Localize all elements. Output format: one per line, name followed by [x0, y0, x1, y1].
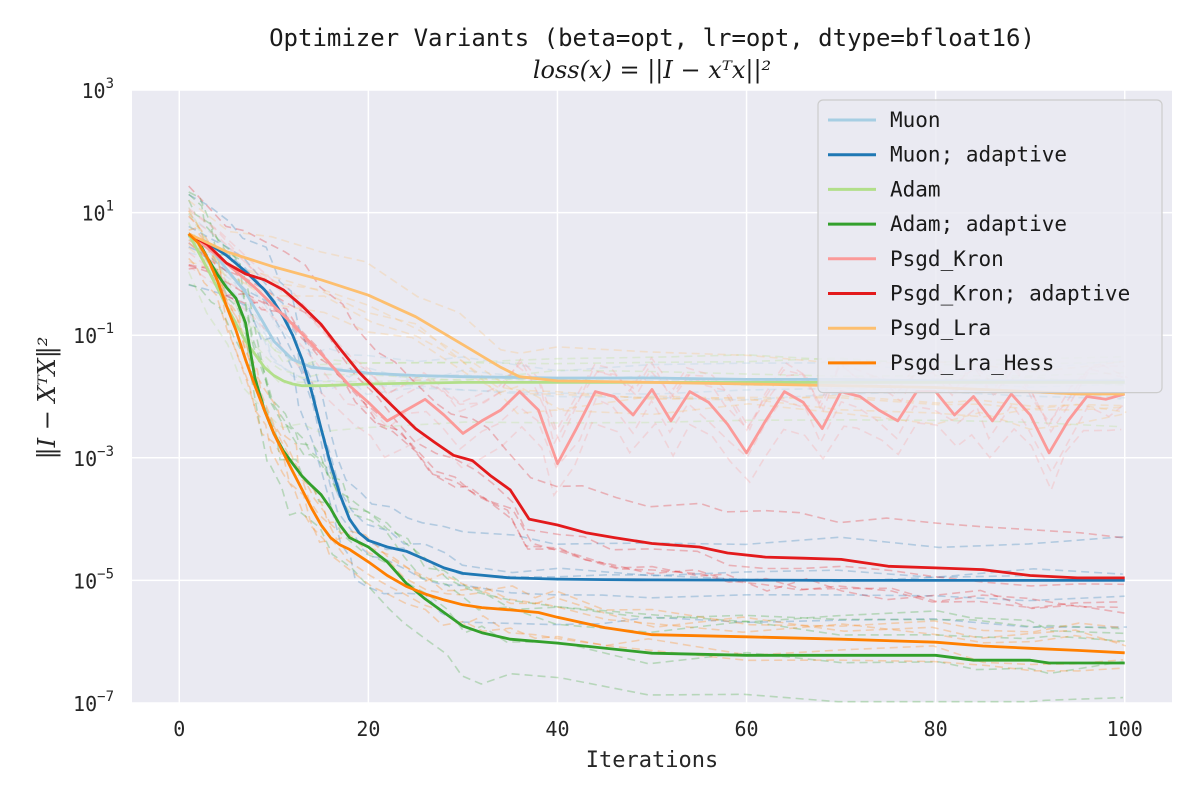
legend-box — [817, 99, 1163, 394]
trial-trace — [188, 234, 1124, 675]
legend: Muon Muon; adaptive Adam Adam; adaptive Psgd… — [817, 99, 1163, 394]
y-tick-label: 10−7 — [73, 689, 114, 716]
trial-trace — [188, 263, 1122, 609]
x-tick-label: 100 — [1107, 717, 1143, 741]
trial-trace — [188, 247, 1127, 418]
y-tick-labels: 103 101 10−1 10−3 10−5 10−7 — [73, 76, 114, 716]
trial-trace — [188, 207, 1125, 433]
trial-trace — [188, 212, 1126, 366]
trial-trace — [188, 284, 1127, 629]
trial-trace — [188, 225, 1123, 579]
trial-trace — [188, 242, 1124, 587]
series-line-psgd-kron-adaptive — [188, 232, 1125, 580]
x-tick-labels: 0 20 40 60 80 100 — [173, 717, 1143, 741]
legend-label: Adam; adaptive — [890, 212, 1067, 236]
x-tick-label: 0 — [173, 717, 185, 741]
y-tick-label: 10−5 — [73, 566, 114, 593]
legend-label: Muon; adaptive — [890, 143, 1067, 167]
trial-trace — [188, 242, 1122, 408]
trial-trace — [188, 193, 1128, 549]
trial-trace — [188, 264, 1125, 614]
trial-trace — [188, 215, 1127, 647]
trial-trace — [188, 265, 1122, 498]
x-tick-label: 60 — [734, 717, 758, 741]
chart-title: Optimizer Variants (beta=opt, lr=opt, dt… — [269, 24, 1035, 52]
x-axis-label: Iterations — [586, 748, 718, 773]
y-tick-label: 103 — [81, 76, 114, 103]
trial-trace — [188, 246, 1125, 602]
series-line-muon-adaptive — [188, 234, 1125, 582]
trial-trace — [187, 207, 1124, 367]
legend-label: Psgd_Kron; adaptive — [890, 282, 1130, 306]
trial-trace — [188, 251, 1122, 401]
series-line-adam-adaptive — [187, 232, 1125, 665]
trial-trace — [188, 265, 1123, 609]
x-tick-label: 40 — [545, 717, 569, 741]
trial-trace — [188, 227, 1126, 644]
chart-subtitle: loss(x) = ||I − xᵀx||² — [533, 56, 771, 85]
series-line-psgd-lra-hess — [187, 232, 1125, 655]
y-axis-label: ‖I − XᵀX‖² — [33, 337, 62, 460]
y-tick-label: 10−1 — [73, 321, 114, 348]
trial-trace — [187, 271, 1122, 433]
legend-label: Psgd_Kron — [890, 247, 1004, 271]
trial-trace — [188, 210, 1123, 633]
trial-trace — [188, 185, 1127, 539]
trial-trace — [188, 209, 1124, 447]
trial-trace — [187, 222, 1129, 382]
legend-label: Muon — [890, 108, 941, 132]
trial-trace — [188, 243, 1125, 411]
y-tick-label: 10−3 — [73, 444, 114, 471]
legend-label: Adam — [890, 177, 941, 201]
legend-label: Psgd_Lra — [890, 316, 991, 340]
x-tick-label: 20 — [356, 717, 380, 741]
x-tick-label: 80 — [924, 717, 948, 741]
y-tick-label: 101 — [81, 199, 114, 226]
legend-label: Psgd_Lra_Hess — [890, 351, 1054, 375]
